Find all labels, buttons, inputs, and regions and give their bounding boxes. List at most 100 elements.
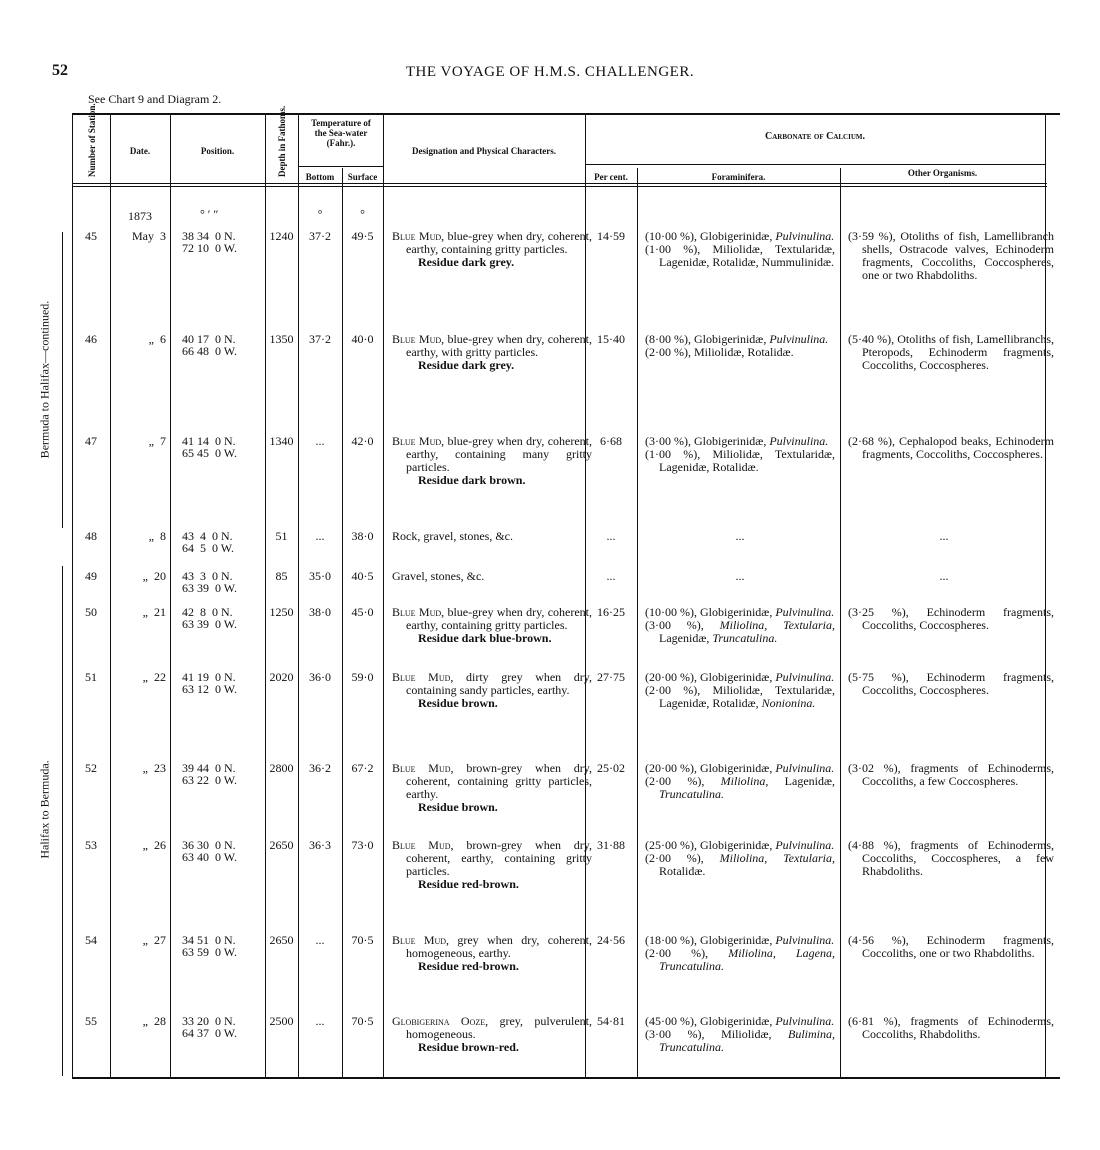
foraminifera-line: ... [645, 570, 835, 583]
carbonate-percent: 16·25 [597, 605, 625, 619]
carbonate-percent: 25·02 [597, 761, 625, 775]
carbonate-percent: ... [606, 529, 616, 543]
foraminifera-line: ... [645, 530, 835, 543]
foraminifera-segment: Miliolina, [720, 774, 769, 788]
residue: Residue red-brown. [418, 877, 519, 891]
foraminifera-segment: Pulvinulina. [775, 933, 835, 947]
year-label: 1873 [128, 209, 152, 223]
carbonate-percent: 14·59 [597, 229, 625, 243]
other-organisms: (5·40 %), Otoliths of fish, Lamellibranc… [848, 332, 1054, 372]
foraminifera: (3·00 %), Globigerinidæ, Pulvinulina. (1·… [645, 435, 835, 474]
foraminifera-segment: (1·00 %), Miliolidæ, Textularidæ, Lageni… [645, 447, 835, 474]
foraminifera-segment: (2·00 %), [645, 774, 721, 788]
temp-bottom: ... [315, 933, 325, 947]
designation-type: Blue Mud, [392, 838, 454, 852]
header-surface: Surface [347, 172, 378, 182]
temp-surface: 40·5 [351, 569, 374, 583]
foraminifera-line: (1·00 %), Miliolidæ, Textularidæ, Lageni… [645, 243, 835, 269]
temp-bottom: ... [315, 434, 325, 448]
depth: 1240 [269, 229, 294, 243]
designation: Blue Mud, brown-grey when dry, coherent,… [392, 839, 592, 891]
temp-surface: 70·5 [351, 1014, 374, 1028]
designation: Blue Mud, brown-grey when dry, coherent,… [392, 762, 592, 814]
temp-surface: 42·0 [351, 434, 374, 448]
carbonate-percent: ... [606, 569, 616, 583]
date: „ 8 [148, 529, 166, 543]
depth: 1340 [269, 434, 294, 448]
designation-text: blue-grey when dry, coherent, earthy, wi… [406, 332, 592, 359]
foraminifera-segment: Pulvinulina. [775, 670, 835, 684]
foraminifera-segment: Pulvinulina. [775, 605, 835, 619]
station-number: 45 [85, 229, 97, 243]
foraminifera-segment: Pulvinulina. [775, 838, 835, 852]
designation: Blue Mud, blue-grey when dry, coherent, … [392, 435, 592, 487]
header-designation: Designation and Physical Characters. [412, 146, 556, 156]
longitude: 63 40 0 W. [182, 850, 238, 864]
latitude: 38 34 0 N. [182, 229, 236, 243]
carbonate-percent: 15·40 [597, 332, 625, 346]
foraminifera-segment: (2·00 %), [645, 851, 720, 865]
foraminifera: (25·00 %), Globigerinidæ, Pulvinulina. (2… [645, 839, 835, 878]
longitude: 63 39 0 W. [182, 581, 238, 595]
bottom-unit: ° [317, 207, 323, 221]
designation: Globigerina Ooze, grey, pulverulent, hom… [392, 1015, 592, 1054]
temp-surface: 40·0 [351, 332, 374, 346]
header-carbonate: Carbonate of Calcium. [765, 131, 865, 142]
foraminifera-line: (20·00 %), Globigerinidæ, Pulvinulina. [645, 671, 835, 684]
foraminifera-segment: Pulvinulina. [769, 434, 829, 448]
station-number: 47 [85, 434, 97, 448]
designation-type: Blue Mud, [392, 605, 445, 619]
latitude: 42 8 0 N. [182, 605, 233, 619]
foraminifera-line: (2·00 %), Miliolidæ, Textularidæ, Lageni… [645, 684, 835, 710]
date: „ 28 [142, 1014, 166, 1028]
foraminifera-line: (10·00 %), Globigerinidæ, Pulvinulina. [645, 230, 835, 243]
foraminifera: (10·00 %), Globigerinidæ, Pulvinulina. (1… [645, 230, 835, 269]
foraminifera-line: (20·00 %), Globigerinidæ, Pulvinulina. [645, 762, 835, 775]
foraminifera-line: (3·00 %), Globigerinidæ, Pulvinulina. [645, 435, 835, 448]
header-foraminifera: Foraminifera. [711, 172, 766, 182]
residue: Residue dark grey. [418, 358, 515, 372]
latitude: 41 14 0 N. [182, 434, 236, 448]
date: „ 23 [142, 761, 166, 775]
temp-bottom: ... [315, 1014, 325, 1028]
other-organisms: (3·25 %), Echinoderm fragments, Coccolit… [848, 605, 1054, 632]
foraminifera-segment: Miliolina, Textularia, [719, 851, 836, 865]
depth: 2650 [269, 838, 294, 852]
foraminifera-segment: Bulimina, Truncatulina. [659, 1027, 835, 1054]
temp-surface: 70·5 [351, 933, 374, 947]
designation: Gravel, stones, &c. [392, 570, 592, 583]
date: „ 7 [148, 434, 166, 448]
designation-type: Blue Mud, [392, 434, 445, 448]
foraminifera: (20·00 %), Globigerinidæ, Pulvinulina. (2… [645, 762, 835, 801]
foraminifera-line: (2·00 %), Miliolidæ, Rotalidæ. [645, 346, 835, 359]
designation-text: Rock, gravel, stones, &c. [392, 529, 513, 543]
header-temperature: Temperature of the Sea-water (Fahr.). [311, 118, 371, 148]
header-bottom: Bottom [305, 172, 335, 182]
foraminifera-segment: Truncatulina. [712, 631, 778, 645]
foraminifera-segment: (8·00 %), Globigerinidæ, [645, 332, 770, 346]
other-organisms: (6·81 %), fragments of Echinoderms, Cocc… [848, 1014, 1054, 1041]
residue: Residue brown. [418, 800, 498, 814]
residue: Residue dark grey. [418, 255, 515, 269]
longitude: 63 12 0 W. [182, 682, 238, 696]
station-number: 54 [85, 933, 97, 947]
depth: 85 [275, 569, 288, 583]
foraminifera-segment: Pulvinulina. [775, 761, 835, 775]
foraminifera-segment: (3·00 %), Miliolidæ, [645, 1027, 788, 1041]
designation-type: Blue Mud, [392, 761, 454, 775]
foraminifera-segment: Lagenidæ, [659, 631, 713, 645]
other-organisms: (3·02 %), fragments of Echinoderms, Cocc… [848, 761, 1054, 788]
depth: 2650 [269, 933, 294, 947]
foraminifera-line: (2·00 %), Miliolina, Lagena, Truncatulin… [645, 947, 835, 973]
designation: Blue Mud, blue-grey when dry, coherent, … [392, 230, 592, 269]
latitude: 34 51 0 N. [182, 933, 236, 947]
date: „ 6 [148, 332, 166, 346]
date: May 3 [132, 229, 166, 243]
date: „ 20 [142, 569, 166, 583]
header-depth: Depth in Fathoms. [277, 105, 287, 177]
residue: Residue dark blue-brown. [418, 631, 552, 645]
designation: Blue Mud, blue-grey when dry, coherent, … [392, 606, 592, 645]
date: „ 26 [142, 838, 166, 852]
carbonate-percent: 31·88 [597, 838, 625, 852]
station-number: 55 [85, 1014, 97, 1028]
